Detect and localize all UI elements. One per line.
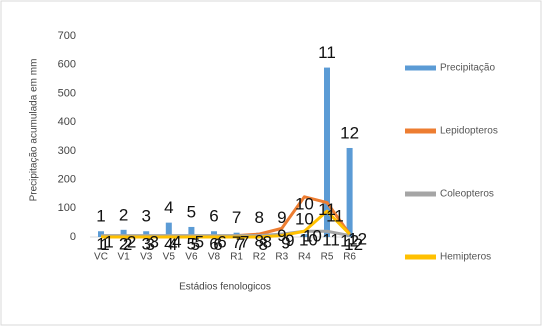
point-label: 11: [326, 207, 344, 226]
y-axis-label: Precipitação acumulada em mm: [29, 59, 40, 202]
point-label: 3: [141, 207, 150, 226]
point-label: 2: [119, 234, 128, 253]
point-label: 11: [318, 200, 336, 219]
x-tick-label: R1: [230, 252, 243, 263]
legend-label: Hemipteros: [440, 252, 491, 263]
bar: [301, 234, 308, 237]
point-label: 7: [232, 208, 241, 227]
point-label: 6: [209, 207, 218, 226]
x-tick-label: R2: [253, 252, 266, 263]
y-tick-label: 100: [58, 202, 76, 214]
bar: [120, 229, 127, 237]
x-tick-label: V1: [117, 252, 130, 263]
y-tick-label: 200: [58, 173, 76, 185]
legend-label: Lepidopteros: [440, 126, 498, 137]
point-label: 10: [303, 227, 322, 246]
point-label: 12: [344, 235, 363, 254]
chart-frame: [0, 0, 542, 326]
point-label: 6: [209, 234, 218, 253]
point-label: 7: [240, 232, 249, 251]
x-tick-label: V6: [185, 252, 198, 263]
x-tick-label: R4: [298, 252, 311, 263]
x-axis-label: Estádios fenologicos: [179, 282, 271, 293]
point-label: 3: [149, 232, 158, 251]
point-label: 4: [168, 235, 177, 254]
x-tick-label: V3: [140, 252, 153, 263]
point-label: 10: [299, 231, 318, 250]
point-label: 10: [295, 194, 314, 213]
point-label: 9: [277, 226, 286, 245]
point-label: 8: [258, 235, 267, 254]
point-label: 10: [295, 210, 314, 229]
y-tick-label: 0: [70, 231, 76, 243]
point-label: 12: [340, 123, 359, 142]
point-label: 1: [104, 232, 113, 251]
x-tick-label: R6: [343, 252, 356, 263]
point-label: 5: [187, 202, 196, 221]
point-label: 3: [145, 235, 154, 254]
point-label: 7: [232, 233, 241, 252]
point-label: 4: [164, 234, 173, 253]
point-label: 5: [191, 235, 200, 254]
point-label: 2: [119, 205, 128, 224]
point-label: 8: [262, 232, 271, 251]
point-label: 12: [340, 232, 359, 251]
point-label: 2: [127, 232, 136, 251]
bar: [165, 222, 172, 237]
point-label: 5: [187, 234, 196, 253]
legend-label: Precipitação: [440, 63, 495, 74]
x-tick-label: VC: [94, 252, 108, 263]
point-label: 6: [217, 232, 226, 251]
legend-label: Coleopteros: [440, 189, 494, 200]
point-label: 1: [96, 207, 105, 226]
point-label: 1: [100, 235, 109, 254]
point-label: 6: [213, 235, 222, 254]
bar: [188, 226, 195, 237]
point-label: 5: [195, 232, 204, 251]
point-label: 4: [172, 232, 181, 251]
x-tick-label: R5: [321, 252, 334, 263]
y-tick-label: 400: [58, 116, 76, 128]
point-label: 7: [236, 235, 245, 254]
x-tick-label: R3: [275, 252, 288, 263]
point-label: 9: [281, 234, 290, 253]
point-label: 9: [277, 208, 286, 227]
bar: [324, 67, 330, 237]
point-label: 2: [123, 235, 132, 254]
point-label: 11: [318, 43, 336, 62]
point-label: 8: [254, 232, 263, 251]
y-tick-label: 300: [58, 145, 76, 157]
y-tick-label: 500: [58, 87, 76, 99]
point-label: 11: [322, 231, 340, 250]
point-label: 8: [254, 208, 263, 227]
point-label: 9: [285, 231, 294, 250]
x-tick-label: V5: [163, 252, 176, 263]
series-line: [101, 209, 351, 239]
bar: [346, 147, 353, 237]
point-label: 4: [164, 198, 173, 217]
point-label: 3: [141, 234, 150, 253]
point-label: 12: [348, 230, 367, 249]
y-tick-label: 700: [58, 30, 76, 42]
point-label: 1: [96, 234, 105, 253]
y-tick-label: 600: [58, 59, 76, 71]
x-tick-label: V8: [208, 252, 221, 263]
